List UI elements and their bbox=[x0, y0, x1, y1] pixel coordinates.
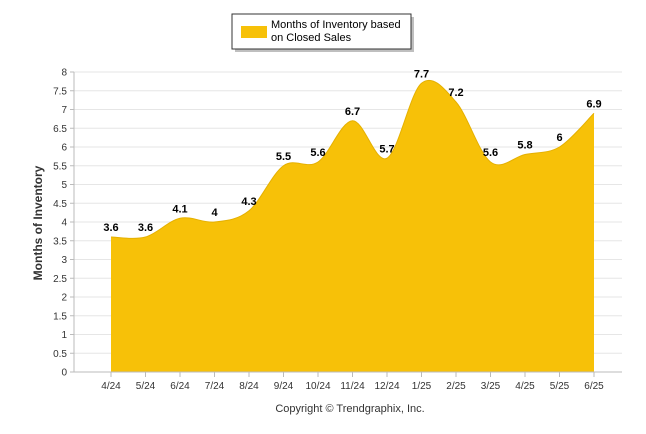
x-tick-label: 1/25 bbox=[412, 381, 432, 392]
x-tick-label: 9/24 bbox=[274, 381, 294, 392]
data-labels: 3.6 3.6 4.1 4 4.3 5.5 5.6 6.7 5.7 7.7 7.2 5.6 5.8 6 6.… bbox=[103, 68, 601, 234]
data-label: 5.5 bbox=[276, 151, 291, 163]
y-tick-label: 0 bbox=[61, 368, 67, 379]
x-tick-label: 10/24 bbox=[305, 381, 330, 392]
data-label: 5.6 bbox=[310, 147, 325, 159]
area-fill bbox=[111, 80, 594, 372]
y-tick-label: 1 bbox=[61, 330, 67, 341]
y-tick-label: 1.5 bbox=[53, 311, 67, 322]
data-label: 5.7 bbox=[379, 143, 394, 155]
y-tick-label: 5 bbox=[61, 180, 67, 191]
area-series bbox=[110, 79, 595, 372]
x-tick-label: 6/25 bbox=[584, 381, 604, 392]
y-tick-label: 3.5 bbox=[53, 236, 67, 247]
x-tick-label: 7/24 bbox=[205, 381, 225, 392]
y-tick-label: 4 bbox=[61, 218, 67, 229]
x-tick-label: 2/25 bbox=[446, 381, 466, 392]
legend-swatch bbox=[241, 26, 267, 38]
y-tick-label: 3 bbox=[61, 255, 67, 266]
data-label: 4 bbox=[211, 207, 218, 219]
data-label: 3.6 bbox=[138, 222, 153, 234]
y-tick-label: 7 bbox=[61, 105, 67, 116]
legend-label-line1: Months of Inventory based bbox=[271, 19, 401, 31]
y-tick-label: 4.5 bbox=[53, 199, 67, 210]
copyright-text: Copyright © Trendgraphix, Inc. bbox=[275, 403, 424, 415]
legend-label-line2: on Closed Sales bbox=[271, 32, 352, 44]
area-line bbox=[110, 79, 595, 239]
x-tick-label: 6/24 bbox=[170, 381, 190, 392]
x-tick-label: 3/25 bbox=[481, 381, 501, 392]
y-tick-label: 0.5 bbox=[53, 349, 67, 360]
x-tick-labels: 4/24 5/24 6/24 7/24 8/24 9/24 10/24 11/24 12/24 1… bbox=[101, 372, 604, 392]
y-tick-label: 6 bbox=[61, 143, 67, 154]
data-label: 4.1 bbox=[172, 203, 187, 215]
data-label: 4.3 bbox=[241, 196, 256, 208]
data-label: 5.6 bbox=[483, 147, 498, 159]
data-label: 3.6 bbox=[103, 222, 118, 234]
x-tick-label: 12/24 bbox=[374, 381, 399, 392]
data-label: 7.7 bbox=[414, 68, 429, 80]
y-tick-label: 2 bbox=[61, 293, 67, 304]
x-tick-label: 11/24 bbox=[340, 381, 365, 392]
data-label: 6.7 bbox=[345, 106, 360, 118]
x-tick-label: 5/25 bbox=[550, 381, 570, 392]
x-tick-label: 4/25 bbox=[515, 381, 535, 392]
x-tick-label: 4/24 bbox=[101, 381, 121, 392]
y-tick-label: 5.5 bbox=[53, 161, 67, 172]
x-tick-label: 8/24 bbox=[239, 381, 259, 392]
data-label: 6 bbox=[556, 132, 562, 144]
y-tick-label: 7.5 bbox=[53, 86, 67, 97]
y-tick-label: 2.5 bbox=[53, 274, 67, 285]
axes bbox=[73, 72, 622, 373]
y-tick-labels: 0 0.5 1 1.5 2 2.5 3 3.5 4 4.5 5 5.5 6 6.5 7 7.5 8 bbox=[53, 68, 67, 379]
data-label: 7.2 bbox=[448, 87, 463, 99]
data-label: 6.9 bbox=[586, 98, 601, 110]
y-axis-title: Months of Inventory bbox=[31, 165, 45, 280]
legend: Months of Inventory based on Closed Sale… bbox=[231, 13, 414, 52]
y-tick-label: 6.5 bbox=[53, 124, 67, 135]
data-label: 5.8 bbox=[517, 140, 532, 152]
x-tick-label: 5/24 bbox=[136, 381, 156, 392]
y-tick-label: 8 bbox=[61, 68, 67, 79]
